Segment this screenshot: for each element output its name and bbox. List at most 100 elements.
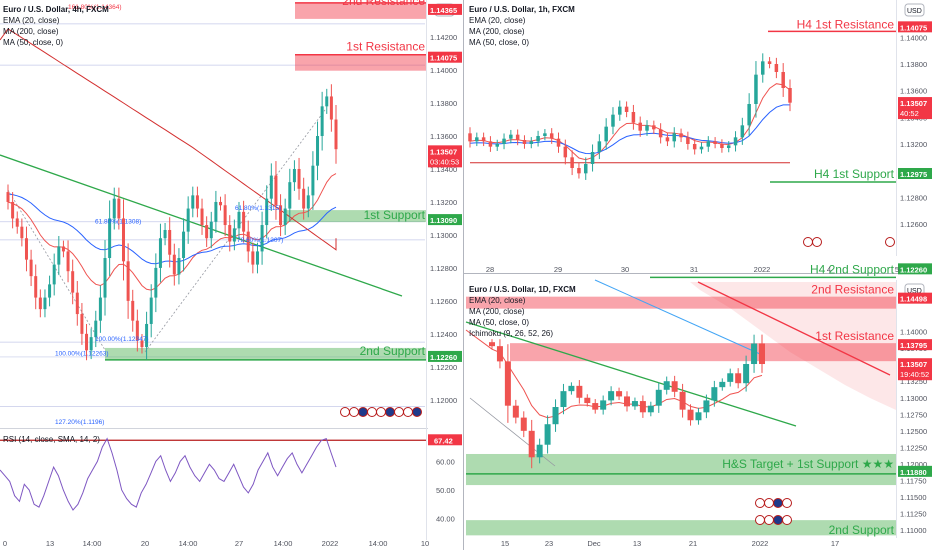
d1-candle xyxy=(639,401,646,413)
d1-price-tag xyxy=(898,465,932,477)
h1-price-tag-text: 1.13507 xyxy=(900,99,927,108)
h4-candle xyxy=(223,205,227,226)
economic-event-flag xyxy=(764,515,774,525)
economic-event-flag xyxy=(755,515,765,525)
price-tick-label: 1.12400 xyxy=(430,330,457,339)
d1-candle xyxy=(600,400,607,410)
h4-candle xyxy=(311,165,315,196)
h4-price-tag xyxy=(428,145,462,168)
price-tick-label: 1.14000 xyxy=(430,66,457,75)
d1-price-tag-text: 1.13507 xyxy=(900,360,927,369)
h1-candle xyxy=(618,106,622,115)
h4-candle xyxy=(66,251,70,272)
price-tick-label: 1.12800 xyxy=(430,264,457,273)
h1-currency-badge xyxy=(904,3,925,17)
h4-candle xyxy=(228,225,232,242)
zone-hs-target-support xyxy=(466,453,896,486)
d1-candle xyxy=(496,346,503,362)
d1-candle xyxy=(663,381,670,390)
price-tick-label: 1.13600 xyxy=(900,87,927,96)
economic-event-flag xyxy=(773,515,783,525)
price-tick-label: 1.13250 xyxy=(900,377,927,386)
h1-candle xyxy=(788,88,792,103)
zone-title-h4-1st-support: H4 1st Support xyxy=(814,167,895,181)
h1-time-tick: 5 xyxy=(895,265,899,274)
economic-event-flag xyxy=(403,407,413,417)
economic-event-flag xyxy=(885,237,895,247)
d1-indicator-label: Ichimoku (9, 26, 52, 26) xyxy=(469,329,553,338)
h1-price-tag-countdown: 40:52 xyxy=(900,109,919,118)
h4-candle xyxy=(38,297,42,310)
h1-price-tag-text: 1.12260 xyxy=(900,265,927,274)
h4-candle xyxy=(246,231,250,252)
h4-candle xyxy=(52,264,56,285)
h1-candle xyxy=(597,141,602,152)
d1-candle xyxy=(743,364,750,384)
h4-indicator-label: MA (50, close, 0) xyxy=(3,38,63,47)
fib-label: 100.00%(1.12263) xyxy=(55,351,109,358)
h1-candle xyxy=(638,122,642,131)
h4-candle xyxy=(265,198,269,226)
d1-indicator-label: MA (50, close, 0) xyxy=(469,318,529,327)
price-tick-label: 1.12750 xyxy=(900,410,927,419)
h4-candle xyxy=(274,175,278,206)
ma-200-line xyxy=(594,279,761,355)
h1-currency-text: USD xyxy=(907,8,922,15)
price-tick-label: 1.12250 xyxy=(900,443,927,452)
price-tick-label: 1.11500 xyxy=(900,493,927,502)
h4-time-tick: 0 xyxy=(3,539,7,548)
d1-candle xyxy=(751,343,758,365)
h4-candle xyxy=(112,198,116,219)
h1-candle xyxy=(475,137,479,142)
h4-candle xyxy=(103,258,107,298)
h1-price-tag xyxy=(898,168,932,179)
h4-candle xyxy=(75,292,79,315)
h1-candle xyxy=(468,133,472,142)
h4-indicator-label: MA (200, close) xyxy=(3,27,59,36)
d1-candle xyxy=(528,430,535,458)
h1-price-tag xyxy=(898,21,932,33)
d1-indicator-label: MA (200, close) xyxy=(469,307,525,316)
h4-candle xyxy=(325,96,329,107)
h1-candle xyxy=(529,141,534,144)
d1-candle xyxy=(735,373,742,384)
h1-candle xyxy=(488,141,493,147)
d1-candle xyxy=(512,405,519,418)
h1-candle xyxy=(583,164,588,174)
h4-candle xyxy=(329,96,333,120)
h1-candle xyxy=(522,140,527,144)
h1-candle xyxy=(774,64,779,72)
h1-candle xyxy=(549,133,554,139)
h1-candle xyxy=(767,61,772,64)
h4-candle xyxy=(306,195,310,209)
h1-time-tick: 31 xyxy=(690,265,698,274)
fib-label: 127.20%(1.1196) xyxy=(55,419,104,426)
h4-candle xyxy=(292,168,296,183)
d1-price-tag-text: 1.14498 xyxy=(900,295,927,304)
d1-candle xyxy=(647,405,654,413)
h4-candle xyxy=(108,218,112,259)
h1-time-tick: 28 xyxy=(486,265,494,274)
h4-candle xyxy=(121,218,125,262)
h1-candle xyxy=(679,133,683,138)
economic-event-flag xyxy=(803,237,813,247)
d1-candle xyxy=(592,403,599,410)
price-tick-label: 1.13000 xyxy=(900,394,927,403)
h4-candle xyxy=(80,314,84,334)
rsi-value-tag-text: 67.42 xyxy=(434,436,453,445)
h4-candle xyxy=(242,211,246,232)
d1-candle xyxy=(560,391,567,408)
zone-1st-support xyxy=(285,210,426,223)
h4-price-tag xyxy=(428,3,462,15)
rsi-tick-label: 50.00 xyxy=(436,486,455,495)
d1-candle xyxy=(631,401,638,407)
d1-candle xyxy=(616,391,623,397)
h4-candle xyxy=(20,226,24,239)
h1-candle xyxy=(536,136,540,142)
h4-title: Euro / U.S. Dollar, 4h, FXCM xyxy=(3,5,109,14)
fib-label: 161.80%(1.14364) xyxy=(68,4,122,11)
h4-time-tick: 14:00 xyxy=(179,539,198,548)
fib-label: 61.80%(1.1315) xyxy=(235,205,281,212)
h4-price-tag-text: 1.14075 xyxy=(430,54,457,63)
h4-price-tag-countdown: 03:40:53 xyxy=(430,157,459,166)
